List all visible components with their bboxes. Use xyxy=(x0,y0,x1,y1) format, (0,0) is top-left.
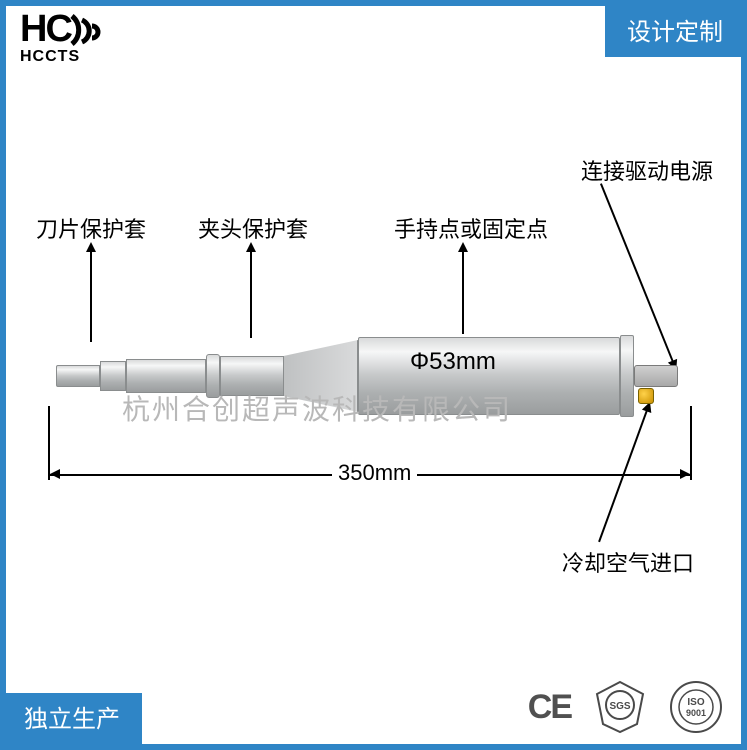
label-hold-point: 手持点或固定点 xyxy=(394,212,548,244)
arrow-icon xyxy=(86,242,96,252)
logo-subtitle: HCCTS xyxy=(20,48,108,66)
dimension-length: 350mm xyxy=(332,460,417,486)
arrow-icon xyxy=(50,469,60,479)
callout-line xyxy=(598,410,648,542)
brand-logo: HC HCCTS xyxy=(20,12,108,100)
arrow-icon xyxy=(680,469,690,479)
label-blade-cover: 刀片保护套 xyxy=(36,212,146,244)
iso-badge-icon: ISO 9001 xyxy=(669,680,723,734)
device-end-cap xyxy=(620,335,634,417)
dimension-tick xyxy=(690,406,692,480)
label-power-conn: 连接驱动电源 xyxy=(581,154,713,186)
callout-line xyxy=(250,252,252,338)
sgs-badge-icon: SGS xyxy=(593,680,647,734)
arrow-icon xyxy=(458,242,468,252)
callout-line xyxy=(90,252,92,342)
device-air-inlet xyxy=(638,388,654,404)
company-watermark: 杭州合创超声波科技有限公司 xyxy=(122,388,512,428)
diameter-label: Φ53mm xyxy=(410,348,496,376)
label-air-inlet: 冷却空气进口 xyxy=(562,546,694,578)
svg-text:SGS: SGS xyxy=(609,701,630,712)
device-power-connector xyxy=(634,365,678,387)
arrow-icon xyxy=(246,242,256,252)
svg-text:9001: 9001 xyxy=(686,708,706,718)
device-step xyxy=(100,361,126,391)
product-diagram-frame: HC HCCTS 设计定制 独立生产 刀片保护套 夹头保护套 手持点或固定点 连… xyxy=(0,0,747,750)
label-chuck-cover: 夹头保护套 xyxy=(198,212,308,244)
certifications: CE SGS ISO 9001 xyxy=(528,680,723,734)
ce-mark-icon: CE xyxy=(528,688,571,727)
top-right-tag: 设计定制 xyxy=(605,6,741,57)
soundwave-icon xyxy=(66,14,114,50)
callout-line xyxy=(462,252,464,334)
svg-text:ISO: ISO xyxy=(687,697,704,708)
device-blade-tip xyxy=(56,365,100,387)
bottom-left-tag: 独立生产 xyxy=(6,693,142,744)
